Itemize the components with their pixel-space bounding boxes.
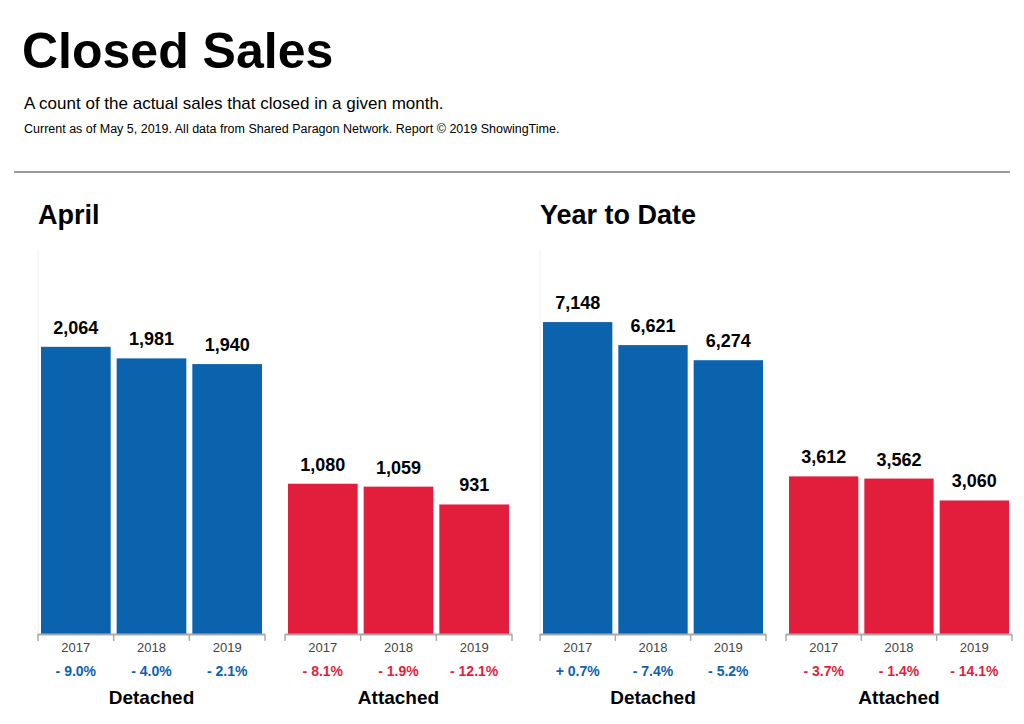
x-tick xyxy=(284,634,286,641)
x-tick xyxy=(360,634,362,641)
category-label: 2017 xyxy=(563,640,592,655)
x-tick xyxy=(861,634,863,641)
x-tick xyxy=(1011,634,1013,641)
data-label: 3,612 xyxy=(801,447,846,467)
bars xyxy=(41,347,509,634)
bar xyxy=(439,504,509,634)
change-label: - 12.1% xyxy=(450,663,499,679)
x-tick xyxy=(511,634,513,641)
data-label: 6,621 xyxy=(630,316,675,336)
divider xyxy=(14,171,1010,173)
data-label: 1,940 xyxy=(205,335,250,355)
bar xyxy=(288,484,358,634)
change-label: - 4.0% xyxy=(131,663,172,679)
change-label: - 2.1% xyxy=(207,663,248,679)
chart-canvas: Closed Sales A count of the actual sales … xyxy=(0,0,1024,724)
category-label: 2018 xyxy=(639,640,668,655)
category-label: 2019 xyxy=(213,640,242,655)
bar xyxy=(364,487,434,634)
bar xyxy=(864,479,933,634)
x-tick xyxy=(936,634,938,641)
x-tick xyxy=(113,634,115,641)
title: Closed Sales xyxy=(22,23,333,79)
change-label: - 14.1% xyxy=(950,663,999,679)
bar xyxy=(618,345,687,634)
category-label: 2018 xyxy=(885,640,914,655)
bar xyxy=(694,360,763,634)
bars xyxy=(543,322,1009,634)
bar xyxy=(117,358,187,634)
x-tick xyxy=(690,634,692,641)
group-label: Detached xyxy=(109,687,195,708)
change-label: + 0.7% xyxy=(556,663,601,679)
group-label: Attached xyxy=(358,687,439,708)
x-tick xyxy=(785,634,787,641)
bar xyxy=(789,476,858,634)
value-range-line xyxy=(540,250,541,634)
x-tick xyxy=(189,634,191,641)
data-label: 6,274 xyxy=(706,331,751,351)
change-label: - 3.7% xyxy=(803,663,844,679)
category-label: 2019 xyxy=(960,640,989,655)
category-label: 2018 xyxy=(137,640,166,655)
x-axis-line xyxy=(38,634,265,636)
category-label: 2019 xyxy=(714,640,743,655)
category-label: 2017 xyxy=(61,640,90,655)
category-label: 2017 xyxy=(308,640,337,655)
change-label: - 8.1% xyxy=(303,663,344,679)
change-label: - 7.4% xyxy=(633,663,674,679)
x-tick xyxy=(539,634,541,641)
category-label: 2018 xyxy=(384,640,413,655)
group-label: Attached xyxy=(858,687,939,708)
change-label: - 1.4% xyxy=(879,663,920,679)
bar xyxy=(543,322,612,634)
panel-title: April xyxy=(38,200,100,230)
bar xyxy=(41,347,111,634)
bar xyxy=(940,500,1009,634)
x-axis-line xyxy=(285,634,512,636)
bar xyxy=(192,364,262,634)
x-tick xyxy=(264,634,266,641)
data-label: 1,080 xyxy=(300,455,345,475)
x-tick xyxy=(615,634,617,641)
x-tick xyxy=(436,634,438,641)
data-label: 2,064 xyxy=(53,318,98,338)
x-tick xyxy=(765,634,767,641)
data-label: 1,059 xyxy=(376,458,421,478)
category-label: 2017 xyxy=(809,640,838,655)
source-note: Current as of May 5, 2019. All data from… xyxy=(24,122,559,136)
category-label: 2019 xyxy=(460,640,489,655)
change-label: - 1.9% xyxy=(378,663,419,679)
data-label: 1,981 xyxy=(129,329,174,349)
change-label: - 5.2% xyxy=(708,663,749,679)
x-axis-line xyxy=(540,634,766,636)
value-range-line xyxy=(38,250,39,634)
data-label: 7,148 xyxy=(555,293,600,313)
panel-title: Year to Date xyxy=(540,200,696,230)
data-label: 3,562 xyxy=(876,450,921,470)
change-label: - 9.0% xyxy=(56,663,97,679)
data-label: 3,060 xyxy=(952,471,997,491)
x-tick xyxy=(37,634,39,641)
data-label: 931 xyxy=(459,475,489,495)
x-axis-line xyxy=(786,634,1012,636)
subtitle: A count of the actual sales that closed … xyxy=(24,94,444,113)
group-label: Detached xyxy=(610,687,696,708)
